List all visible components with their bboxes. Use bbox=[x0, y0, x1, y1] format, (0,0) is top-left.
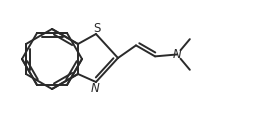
Text: N: N bbox=[173, 48, 181, 61]
Text: S: S bbox=[93, 23, 101, 36]
Text: N: N bbox=[90, 82, 99, 95]
